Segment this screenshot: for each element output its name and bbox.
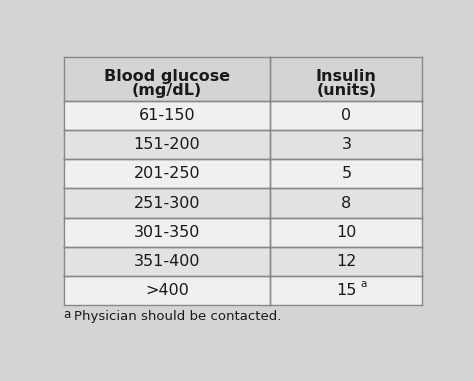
Text: 301-350: 301-350 bbox=[134, 225, 200, 240]
Bar bbox=[271, 189, 422, 218]
Text: 3: 3 bbox=[341, 137, 351, 152]
Bar bbox=[64, 189, 271, 218]
Bar bbox=[271, 130, 422, 159]
Bar bbox=[64, 101, 271, 130]
Bar bbox=[64, 247, 271, 276]
Text: 5: 5 bbox=[341, 166, 351, 181]
Text: a: a bbox=[64, 308, 71, 321]
Text: 10: 10 bbox=[336, 225, 356, 240]
Text: 12: 12 bbox=[336, 254, 356, 269]
Text: 251-300: 251-300 bbox=[134, 195, 201, 211]
Text: a: a bbox=[361, 279, 367, 289]
Bar bbox=[271, 218, 422, 247]
Text: 0: 0 bbox=[341, 108, 351, 123]
Text: (units): (units) bbox=[316, 83, 376, 98]
Bar bbox=[271, 101, 422, 130]
Text: 151-200: 151-200 bbox=[134, 137, 201, 152]
Bar bbox=[271, 58, 422, 101]
Bar bbox=[64, 218, 271, 247]
Text: (mg/dL): (mg/dL) bbox=[132, 83, 202, 98]
Bar bbox=[64, 58, 271, 101]
Text: 351-400: 351-400 bbox=[134, 254, 201, 269]
Bar bbox=[271, 276, 422, 305]
Text: >400: >400 bbox=[145, 283, 189, 298]
Text: Blood glucose: Blood glucose bbox=[104, 69, 230, 84]
Text: 201-250: 201-250 bbox=[134, 166, 201, 181]
Bar bbox=[64, 130, 271, 159]
Text: 61-150: 61-150 bbox=[139, 108, 195, 123]
Bar bbox=[271, 159, 422, 189]
Text: Physician should be contacted.: Physician should be contacted. bbox=[74, 310, 282, 323]
Text: 15: 15 bbox=[336, 283, 356, 298]
Bar bbox=[271, 247, 422, 276]
Bar bbox=[64, 159, 271, 189]
Text: Insulin: Insulin bbox=[316, 69, 377, 84]
Text: 8: 8 bbox=[341, 195, 351, 211]
Bar bbox=[64, 276, 271, 305]
